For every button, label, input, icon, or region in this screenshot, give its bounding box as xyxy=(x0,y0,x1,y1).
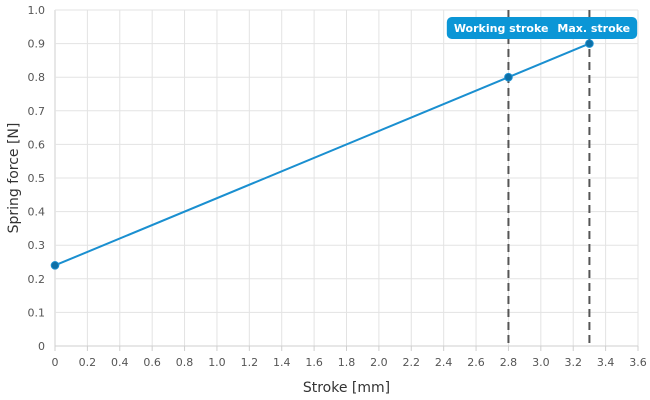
x-tick-label: 2.2 xyxy=(403,356,421,369)
y-tick-label: 0.2 xyxy=(28,273,46,286)
x-axis-title: Stroke [mm] xyxy=(303,380,390,396)
x-tick-label: 0.8 xyxy=(176,356,194,369)
marker-label: Max. stroke xyxy=(557,22,630,35)
x-tick-label: 0.6 xyxy=(143,356,161,369)
x-tick-label: 2.4 xyxy=(435,356,453,369)
x-tick-label: 0.4 xyxy=(111,356,129,369)
chart-axes xyxy=(54,346,639,351)
x-tick-label: 0 xyxy=(52,356,59,369)
x-tick-label: 2.0 xyxy=(370,356,388,369)
y-tick-label: 0.9 xyxy=(28,38,46,51)
x-tick-label: 2.6 xyxy=(467,356,485,369)
x-tick-label: 1.8 xyxy=(338,356,356,369)
x-tick-label: 3.2 xyxy=(564,356,582,369)
data-series xyxy=(50,39,594,270)
y-tick-label: 1.0 xyxy=(28,4,46,17)
x-tick-label: 3.4 xyxy=(597,356,615,369)
marker-label: Working stroke xyxy=(454,22,549,35)
x-tick-label: 3.6 xyxy=(629,356,647,369)
data-point xyxy=(504,72,513,82)
marker-labels: Working stroke Max. stroke xyxy=(446,17,638,39)
marker-label-badge xyxy=(446,17,638,39)
y-axis-title: Spring force [N] xyxy=(6,123,22,234)
data-point xyxy=(50,261,60,270)
data-point xyxy=(585,39,594,48)
y-tick-label: 0.6 xyxy=(28,138,46,151)
y-tick-label: 0.4 xyxy=(28,206,46,219)
y-tick-label: 0 xyxy=(38,340,45,353)
y-tick-label: 0.5 xyxy=(28,172,46,185)
y-tick-label: 0.1 xyxy=(28,306,46,319)
x-tick-label: 2.8 xyxy=(500,356,518,369)
x-tick-label: 1.2 xyxy=(241,356,259,369)
y-tick-label: 0.7 xyxy=(28,105,46,118)
x-tick-label: 1.0 xyxy=(208,356,226,369)
y-tick-label: 0.8 xyxy=(28,71,46,84)
y-tick-label: 0.3 xyxy=(28,239,46,252)
x-tick-label: 0.2 xyxy=(79,356,97,369)
y-tick-labels: 0 0.1 0.2 0.3 0.4 0.5 0.6 0.7 0.8 0.9 1.0 xyxy=(28,4,46,353)
stroke-markers xyxy=(507,10,591,346)
x-tick-label: 1.4 xyxy=(273,356,291,369)
x-tick-label: 1.6 xyxy=(305,356,323,369)
x-tick-label: 3.0 xyxy=(532,356,550,369)
x-tick-labels: 0 0.2 0.4 0.6 0.8 1.0 1.2 1.4 1.6 1.8 2.0 2.2 2.4 2.6… xyxy=(52,356,647,369)
chart-grid xyxy=(54,9,639,347)
